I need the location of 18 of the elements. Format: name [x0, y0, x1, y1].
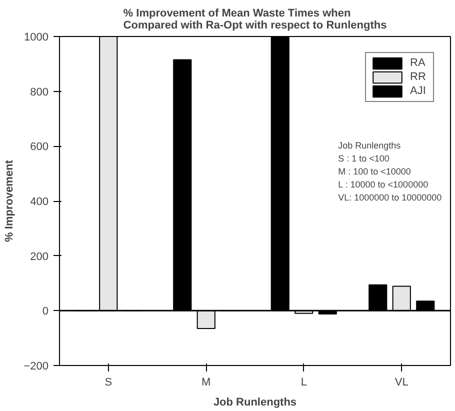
- y-axis-title: % Improvement: [4, 160, 16, 242]
- y-tick-label: −200: [24, 360, 49, 372]
- y-tick-label: 800: [30, 86, 49, 98]
- x-tick-label: M: [202, 376, 211, 388]
- y-tick-label: 600: [30, 141, 49, 154]
- legend-label: RR: [410, 70, 427, 84]
- legend-label: RA: [410, 56, 426, 70]
- legend-label: AJI: [410, 84, 427, 98]
- annotation: Job Runlengths S : 1 to <100 M : 100 to <10000 L : 10000 to <1000000 VL: 1000000 to 10000000: [338, 140, 442, 203]
- y-tick-label: 0: [42, 306, 49, 318]
- x-tick-label: L: [300, 376, 307, 388]
- chart-title: % Improvement of Mean Waste Times when Compared with Ra-Opt with respect to Runlengths: [123, 8, 387, 32]
- y-tick-label: 400: [30, 196, 49, 208]
- x-tick-label: VL: [394, 376, 408, 388]
- y-tick-label: 1000: [24, 32, 49, 44]
- y-tick-label: 200: [30, 250, 49, 263]
- x-tick-label: S: [104, 376, 112, 388]
- x-axis-title: Job Runlengths: [213, 396, 297, 408]
